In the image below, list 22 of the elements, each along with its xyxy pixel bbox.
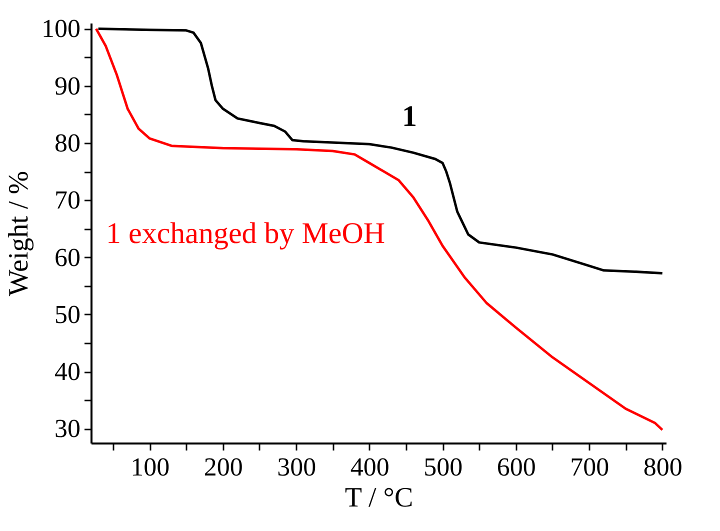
x-tick-label: 800	[643, 452, 682, 482]
y-tick-label: 50	[54, 300, 80, 329]
y-tick-label: 60	[54, 242, 80, 272]
y-axis-title: Weight / %	[4, 170, 34, 296]
series-label: 1 exchanged by MeOH	[106, 217, 386, 250]
y-tick-label: 30	[54, 414, 80, 444]
y-tick-label: 40	[54, 357, 80, 386]
x-tick-label: 500	[424, 452, 463, 482]
x-tick-label: 600	[496, 452, 536, 482]
y-tick-label: 90	[54, 71, 80, 100]
y-tick-label: 70	[54, 186, 80, 215]
x-tick-label: 700	[570, 452, 610, 482]
x-tick-label: 100	[130, 452, 170, 482]
x-tick-label: 200	[204, 452, 243, 482]
x-axis-title: T / °C	[344, 482, 414, 514]
series-label: 1	[402, 100, 417, 133]
line-series	[94, 27, 664, 432]
x-tick-label: 300	[277, 452, 316, 482]
y-tick-label: 80	[54, 128, 80, 158]
x-tick-label: 400	[350, 452, 390, 482]
y-tick-label: 100	[42, 14, 80, 44]
line-series	[97, 27, 664, 275]
